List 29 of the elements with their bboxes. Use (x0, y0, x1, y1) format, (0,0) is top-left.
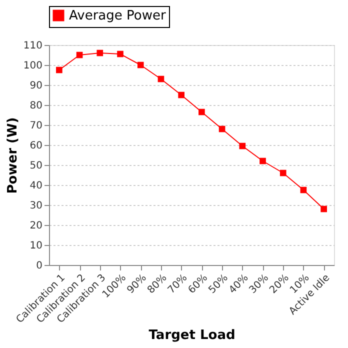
y-tick-label: 80 (30, 100, 42, 112)
y-tick-label: 70 (30, 120, 42, 132)
point (198, 108, 205, 116)
point (137, 62, 144, 68)
y-tick-label: 20 (30, 220, 42, 232)
y-tick-label: 10 (30, 240, 42, 252)
point (320, 206, 327, 212)
point (239, 142, 246, 150)
y-tick-label: 110 (23, 40, 42, 52)
point (280, 170, 286, 176)
y-tick-label: 30 (30, 200, 42, 212)
y-tick-label: 100 (23, 60, 42, 72)
y-tick-label: 50 (30, 160, 42, 172)
point (117, 50, 124, 58)
point (260, 158, 266, 164)
y-axis-title: Power (W) (5, 117, 20, 194)
point (218, 126, 226, 132)
point (158, 76, 164, 82)
legend-label: Average Power (69, 8, 166, 24)
point (76, 52, 83, 58)
y-tick-label: 90 (30, 80, 42, 92)
y-tick-label: 0 (36, 260, 42, 272)
point (178, 92, 184, 98)
point (56, 66, 62, 74)
x-axis-title: Target Load (148, 328, 236, 343)
point (300, 186, 307, 194)
y-tick-label: 40 (30, 180, 42, 192)
y-tick-label: 60 (30, 140, 42, 152)
point (96, 50, 104, 56)
